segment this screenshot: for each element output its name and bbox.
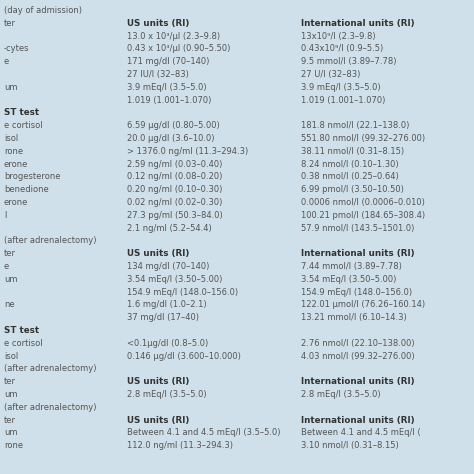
Text: l: l [4, 211, 6, 220]
Text: ST test: ST test [4, 326, 39, 335]
Text: 13x10⁹/l (2.3–9.8): 13x10⁹/l (2.3–9.8) [301, 32, 376, 41]
Text: 0.20 ng/ml (0.10–0.30): 0.20 ng/ml (0.10–0.30) [127, 185, 222, 194]
Text: ter: ter [4, 19, 16, 28]
Text: 1.019 (1.001–1.070): 1.019 (1.001–1.070) [301, 96, 386, 105]
Text: 100.21 pmol/l (184.65–308.4): 100.21 pmol/l (184.65–308.4) [301, 211, 426, 220]
Text: ter: ter [4, 416, 16, 425]
Text: 7.44 mmol/l (3.89–7.78): 7.44 mmol/l (3.89–7.78) [301, 262, 402, 271]
Text: um: um [4, 83, 17, 92]
Text: International units (RI): International units (RI) [301, 416, 415, 425]
Text: e cortisol: e cortisol [4, 121, 42, 130]
Text: um: um [4, 428, 17, 438]
Text: ne: ne [4, 301, 14, 310]
Text: 551.80 nmol/l (99.32–276.00): 551.80 nmol/l (99.32–276.00) [301, 134, 426, 143]
Text: <0.1μg/dl (0.8–5.0): <0.1μg/dl (0.8–5.0) [127, 339, 208, 348]
Text: 2.76 nmol/l (22.10–138.00): 2.76 nmol/l (22.10–138.00) [301, 339, 415, 348]
Text: 4.03 nmol/l (99.32–276.00): 4.03 nmol/l (99.32–276.00) [301, 352, 415, 361]
Text: benedione: benedione [4, 185, 48, 194]
Text: 2.59 ng/ml (0.03–0.40): 2.59 ng/ml (0.03–0.40) [127, 160, 222, 169]
Text: 13.21 mmol/l (6.10–14.3): 13.21 mmol/l (6.10–14.3) [301, 313, 407, 322]
Text: 38.11 nmol/l (0.31–8.15): 38.11 nmol/l (0.31–8.15) [301, 147, 405, 156]
Text: 2.1 ng/ml (5.2–54.4): 2.1 ng/ml (5.2–54.4) [127, 224, 212, 233]
Text: erone: erone [4, 160, 28, 169]
Text: 3.9 mEq/l (3.5–5.0): 3.9 mEq/l (3.5–5.0) [301, 83, 381, 92]
Text: 0.43x10⁹/l (0.9–5.5): 0.43x10⁹/l (0.9–5.5) [301, 45, 384, 54]
Text: International units (RI): International units (RI) [301, 19, 415, 28]
Text: isol: isol [4, 134, 18, 143]
Text: 154.9 mEq/l (148.0–156.0): 154.9 mEq/l (148.0–156.0) [127, 288, 238, 297]
Text: e cortisol: e cortisol [4, 339, 42, 348]
Text: ter: ter [4, 249, 16, 258]
Text: brogesterone: brogesterone [4, 173, 60, 182]
Text: International units (RI): International units (RI) [301, 249, 415, 258]
Text: (day of admission): (day of admission) [4, 6, 82, 15]
Text: 3.54 mEq/l (3.50–5.00): 3.54 mEq/l (3.50–5.00) [127, 275, 222, 284]
Text: US units (RI): US units (RI) [127, 249, 190, 258]
Text: e: e [4, 262, 9, 271]
Text: 27.3 pg/ml (50.3–84.0): 27.3 pg/ml (50.3–84.0) [127, 211, 223, 220]
Text: 112.0 ng/ml (11.3–294.3): 112.0 ng/ml (11.3–294.3) [127, 441, 233, 450]
Text: > 1376.0 ng/ml (11.3–294.3): > 1376.0 ng/ml (11.3–294.3) [127, 147, 248, 156]
Text: um: um [4, 390, 17, 399]
Text: e: e [4, 57, 9, 66]
Text: (after adrenalectomy): (after adrenalectomy) [4, 403, 96, 412]
Text: 0.02 ng/ml (0.02–0.30): 0.02 ng/ml (0.02–0.30) [127, 198, 222, 207]
Text: 57.9 nmol/l (143.5–1501.0): 57.9 nmol/l (143.5–1501.0) [301, 224, 415, 233]
Text: Between 4.1 and 4.5 mEq/l (3.5–5.0): Between 4.1 and 4.5 mEq/l (3.5–5.0) [127, 428, 281, 438]
Text: Between 4.1 and 4.5 mEq/l (: Between 4.1 and 4.5 mEq/l ( [301, 428, 421, 438]
Text: 8.24 nmol/l (0.10–1.30): 8.24 nmol/l (0.10–1.30) [301, 160, 399, 169]
Text: (after adrenalectomy): (after adrenalectomy) [4, 365, 96, 374]
Text: um: um [4, 275, 17, 284]
Text: 1.6 mg/dl (1.0–2.1): 1.6 mg/dl (1.0–2.1) [127, 301, 207, 310]
Text: 3.10 nmol/l (0.31–8.15): 3.10 nmol/l (0.31–8.15) [301, 441, 399, 450]
Text: ter: ter [4, 377, 16, 386]
Text: US units (RI): US units (RI) [127, 416, 190, 425]
Text: US units (RI): US units (RI) [127, 377, 190, 386]
Text: 0.12 ng/ml (0.08–0.20): 0.12 ng/ml (0.08–0.20) [127, 173, 222, 182]
Text: 171 mg/dl (70–140): 171 mg/dl (70–140) [127, 57, 210, 66]
Text: isol: isol [4, 352, 18, 361]
Text: 0.146 μg/dl (3.600–10.000): 0.146 μg/dl (3.600–10.000) [127, 352, 241, 361]
Text: 27 U/l (32–83): 27 U/l (32–83) [301, 70, 361, 79]
Text: 134 mg/dl (70–140): 134 mg/dl (70–140) [127, 262, 210, 271]
Text: 0.38 nmol/l (0.25–0.64): 0.38 nmol/l (0.25–0.64) [301, 173, 399, 182]
Text: (after adrenalectomy): (after adrenalectomy) [4, 237, 96, 246]
Text: 181.8 nmol/l (22.1–138.0): 181.8 nmol/l (22.1–138.0) [301, 121, 410, 130]
Text: 2.8 mEq/l (3.5–5.0): 2.8 mEq/l (3.5–5.0) [127, 390, 207, 399]
Text: ST test: ST test [4, 109, 39, 118]
Text: 0.0006 nmol/l (0.0006–0.010): 0.0006 nmol/l (0.0006–0.010) [301, 198, 425, 207]
Text: 154.9 mEq/l (148.0–156.0): 154.9 mEq/l (148.0–156.0) [301, 288, 412, 297]
Text: -cytes: -cytes [4, 45, 29, 54]
Text: International units (RI): International units (RI) [301, 377, 415, 386]
Text: 3.54 mEq/l (3.50–5.00): 3.54 mEq/l (3.50–5.00) [301, 275, 397, 284]
Text: 122.01 μmol/l (76.26–160.14): 122.01 μmol/l (76.26–160.14) [301, 301, 426, 310]
Text: 2.8 mEq/l (3.5–5.0): 2.8 mEq/l (3.5–5.0) [301, 390, 381, 399]
Text: rone: rone [4, 441, 23, 450]
Text: US units (RI): US units (RI) [127, 19, 190, 28]
Text: 6.99 pmol/l (3.50–10.50): 6.99 pmol/l (3.50–10.50) [301, 185, 404, 194]
Text: 37 mg/dl (17–40): 37 mg/dl (17–40) [127, 313, 199, 322]
Text: 20.0 μg/dl (3.6–10.0): 20.0 μg/dl (3.6–10.0) [127, 134, 215, 143]
Text: 1.019 (1.001–1.070): 1.019 (1.001–1.070) [127, 96, 211, 105]
Text: 13.0 x 10³/μl (2.3–9.8): 13.0 x 10³/μl (2.3–9.8) [127, 32, 220, 41]
Text: 6.59 μg/dl (0.80–5.00): 6.59 μg/dl (0.80–5.00) [127, 121, 220, 130]
Text: erone: erone [4, 198, 28, 207]
Text: 9.5 mmol/l (3.89–7.78): 9.5 mmol/l (3.89–7.78) [301, 57, 397, 66]
Text: 3.9 mEq/l (3.5–5.0): 3.9 mEq/l (3.5–5.0) [127, 83, 207, 92]
Text: rone: rone [4, 147, 23, 156]
Text: 27 IU/l (32–83): 27 IU/l (32–83) [127, 70, 189, 79]
Text: 0.43 x 10³/μl (0.90–5.50): 0.43 x 10³/μl (0.90–5.50) [127, 45, 230, 54]
